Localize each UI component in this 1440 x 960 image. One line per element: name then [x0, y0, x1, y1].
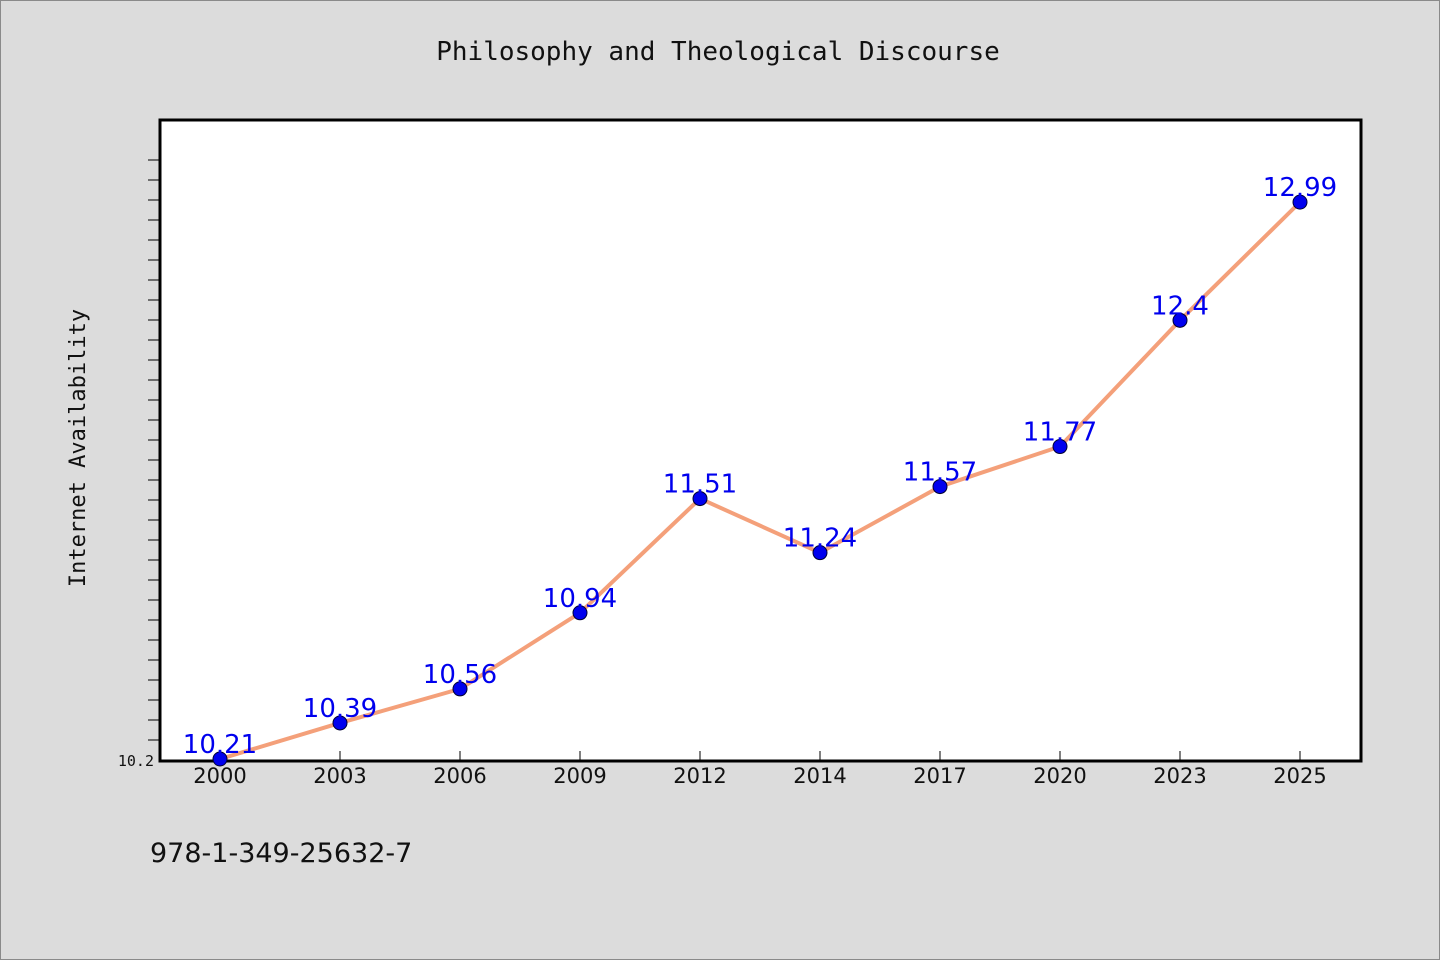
data-point — [812, 545, 828, 561]
plot-area — [158, 118, 1363, 763]
data-point — [1172, 312, 1188, 328]
y-minor-ticks — [148, 159, 160, 741]
series-line — [219, 200, 1302, 761]
x-tick-label: 2020 — [1033, 764, 1086, 788]
data-label: 10.21 — [183, 730, 257, 760]
data-label: 11.57 — [903, 458, 977, 488]
x-tick-label: 2000 — [193, 764, 246, 788]
data-label: 12.99 — [1263, 173, 1337, 203]
x-axis-tick-labels: 2000 2003 2006 2009 2012 2014 2017 2020 2023 2025 — [193, 764, 1326, 788]
data-point — [212, 751, 228, 767]
series-layer — [219, 200, 1302, 761]
data-label: 12.4 — [1151, 291, 1209, 321]
data-label: 11.24 — [783, 524, 857, 554]
data-point — [1052, 439, 1068, 455]
x-tick-label: 2009 — [553, 764, 606, 788]
data-label: 11.77 — [1023, 418, 1097, 448]
data-label: 10.39 — [303, 694, 377, 724]
data-point — [572, 605, 588, 621]
y-tick-labels: 10.2 — [118, 752, 154, 770]
data-point — [332, 715, 348, 731]
data-label: 10.94 — [543, 584, 617, 614]
x-tick-label: 2017 — [913, 764, 966, 788]
y-axis-label: Internet Availability — [66, 309, 91, 587]
y-tick-label: 10.2 — [118, 752, 154, 770]
isbn-text: 978-1-349-25632-7 — [150, 838, 412, 869]
data-point — [692, 491, 708, 507]
x-tick-label: 2023 — [1153, 764, 1206, 788]
data-label-layer: 10.21 10.39 10.56 10.94 11.51 11.24 11.57 11.77… — [183, 173, 1337, 760]
x-tick-label: 2025 — [1273, 764, 1326, 788]
x-tick-label: 2012 — [673, 764, 726, 788]
data-label: 10.56 — [423, 660, 497, 690]
data-point — [452, 681, 468, 697]
x-tick-label: 2006 — [433, 764, 486, 788]
data-point — [1292, 194, 1308, 210]
x-tick-label: 2014 — [793, 764, 846, 788]
data-label: 11.51 — [663, 470, 737, 500]
data-point — [932, 479, 948, 495]
chart-title: Philosophy and Theological Discourse — [436, 37, 1000, 67]
marker-layer — [212, 194, 1308, 767]
x-tick-label: 2003 — [313, 764, 366, 788]
